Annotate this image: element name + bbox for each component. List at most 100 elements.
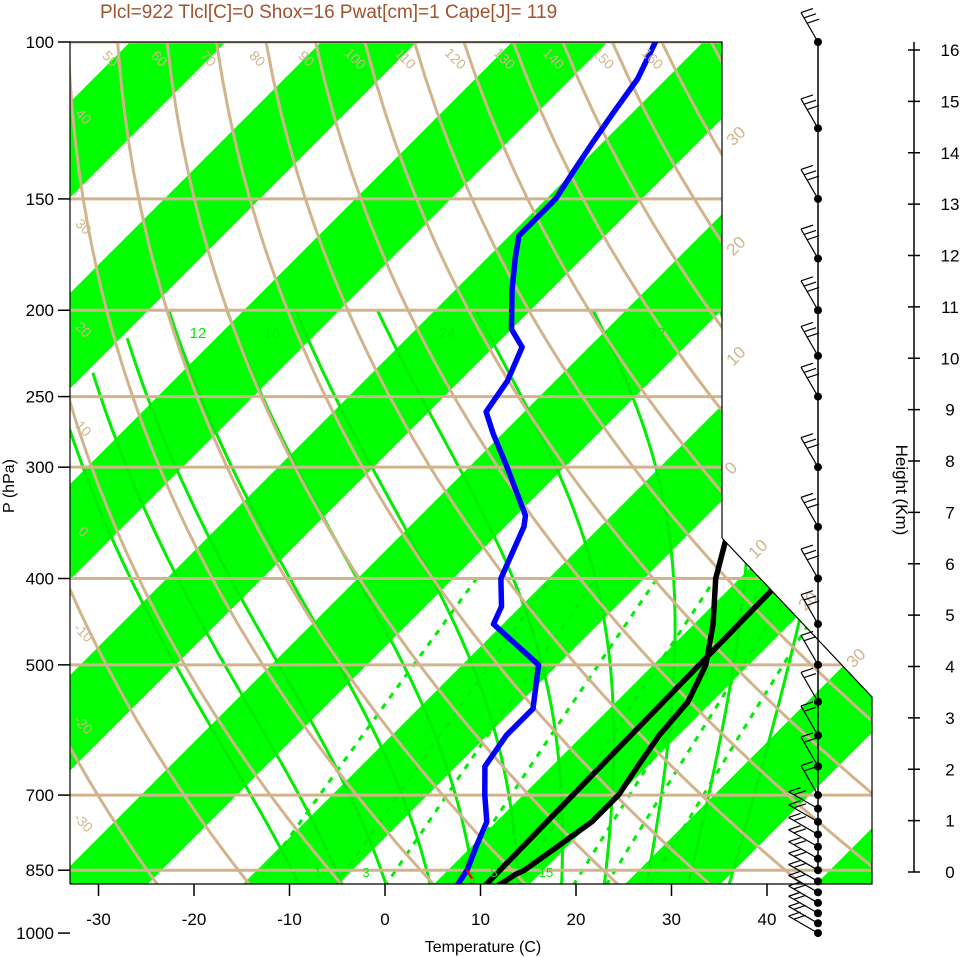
wind-barb: [800, 736, 819, 767]
wind-barb: [788, 874, 819, 893]
wind-barb-flag: [806, 600, 820, 606]
wind-barb-flag: [806, 443, 820, 449]
moist-adiabat-label: 16: [264, 325, 281, 342]
wind-barb: [800, 705, 819, 736]
wind-barb: [800, 765, 819, 796]
isotherm-label: 10: [745, 536, 772, 563]
wind-barb-column: [788, 7, 822, 938]
x-tick-label: -10: [277, 910, 302, 929]
y-tick-label: 400: [26, 569, 54, 588]
wind-barb-flag: [788, 837, 801, 843]
wind-barb-flag: [793, 873, 807, 879]
wind-barb-flag: [800, 667, 814, 673]
wind-barb-flag: [803, 737, 817, 743]
wind-barb-flag: [803, 498, 817, 504]
wind-barb-flag: [806, 175, 820, 181]
moist-adiabat-label: 24: [439, 325, 456, 342]
wind-barb-flag: [803, 595, 817, 601]
wind-barb-flag: [803, 99, 817, 105]
height-tick-label: 13: [941, 195, 960, 214]
wind-barb-flag: [788, 881, 801, 887]
wind-barb-flag: [806, 235, 820, 241]
wind-barb: [800, 497, 819, 528]
y-tick-label: 200: [26, 301, 54, 320]
height-tick-label: 11: [941, 298, 959, 317]
isotherm-band: [366, 42, 872, 884]
wind-barb: [800, 437, 819, 468]
wind-barb-flag: [788, 901, 801, 907]
wind-barb-flag: [806, 18, 820, 24]
y-tick-label: 150: [26, 190, 54, 209]
dry-adiabat-label: 30: [72, 215, 94, 237]
wind-barb-flag: [800, 590, 814, 596]
wind-barb: [788, 885, 819, 904]
mixing-ratio-label: 8: [490, 865, 497, 880]
wind-barb-flag: [806, 503, 820, 509]
x-tick-label: 20: [567, 910, 586, 929]
x-tick-label: 40: [758, 910, 777, 929]
height-tick-label: 16: [941, 41, 960, 60]
wind-barb-flag: [793, 840, 807, 846]
mixing-ratio-label: 15: [539, 865, 553, 880]
isotherm-label: 10: [723, 343, 750, 370]
x-tick-label: 10: [471, 910, 490, 929]
height-tick-label: 14: [941, 144, 960, 163]
wind-barb-flag: [800, 433, 814, 439]
x-tick-label: -30: [86, 910, 111, 929]
y-axis-label: P (hPa): [1, 459, 18, 513]
dry-adiabat: [70, 42, 308, 884]
wind-barb-flag: [800, 701, 814, 707]
wind-barb: [788, 841, 819, 860]
wind-barb-flag: [788, 848, 801, 854]
wind-barb-flag: [803, 636, 817, 642]
wind-barb-flag: [803, 438, 817, 444]
height-tick-label: 9: [945, 401, 954, 420]
wind-barb-flag: [788, 812, 801, 819]
wind-barb-flag: [803, 673, 817, 679]
wind-barb-flag: [800, 630, 814, 636]
dry-adiabat: [70, 42, 404, 884]
moist-adiabat: [294, 309, 521, 884]
wind-barb: [800, 366, 819, 397]
wind-barb-flag: [806, 286, 820, 292]
wind-barb: [788, 895, 819, 914]
isotherm-band: [70, 42, 649, 884]
wind-barb-flag: [803, 327, 817, 333]
height-tick-label: 15: [941, 92, 960, 111]
height-tick-label: 2: [945, 760, 954, 779]
wind-barb-flag: [803, 281, 817, 287]
dry-adiabat-label: -10: [71, 620, 97, 646]
wind-barb-flag: [788, 859, 801, 865]
y-tick-label: 250: [26, 388, 54, 407]
wind-barb-flag: [793, 851, 807, 857]
wind-barb: [788, 905, 819, 924]
mixing-ratio-line: [472, 577, 717, 884]
isotherm-band: [70, 42, 458, 884]
wind-barb: [800, 12, 819, 43]
wind-barb: [800, 671, 819, 703]
wind-barb-flag: [793, 884, 807, 890]
isotherm-label: 30: [843, 645, 870, 672]
moist-adiabat: [376, 309, 564, 884]
moist-adiabat-label: 32: [649, 325, 666, 342]
wind-barb: [800, 594, 819, 625]
header-stats: Plcl=922 Tlcl[C]=0 Shox=16 Pwat[cm]=1 Ca…: [100, 2, 558, 23]
wind-barb-flag: [803, 229, 817, 235]
moist-adiabat: [167, 309, 444, 884]
wind-barb-flag: [793, 815, 807, 822]
wind-barb-flag: [806, 104, 820, 111]
isotherm-band: [70, 42, 840, 884]
wind-barb-flag: [800, 321, 814, 327]
wind-barb-flag: [800, 362, 814, 368]
wind-barb: [788, 852, 819, 871]
mixing-ratio-label: 1: [314, 865, 321, 880]
wind-barb-flag: [800, 492, 814, 498]
mixing-ratio-line: [288, 577, 553, 884]
y-tick-label: 100: [26, 33, 54, 52]
wind-barb-flag: [793, 904, 807, 910]
wind-barb-flag: [800, 7, 814, 14]
wind-barb: [800, 98, 819, 129]
wind-barb-flag: [788, 800, 801, 806]
